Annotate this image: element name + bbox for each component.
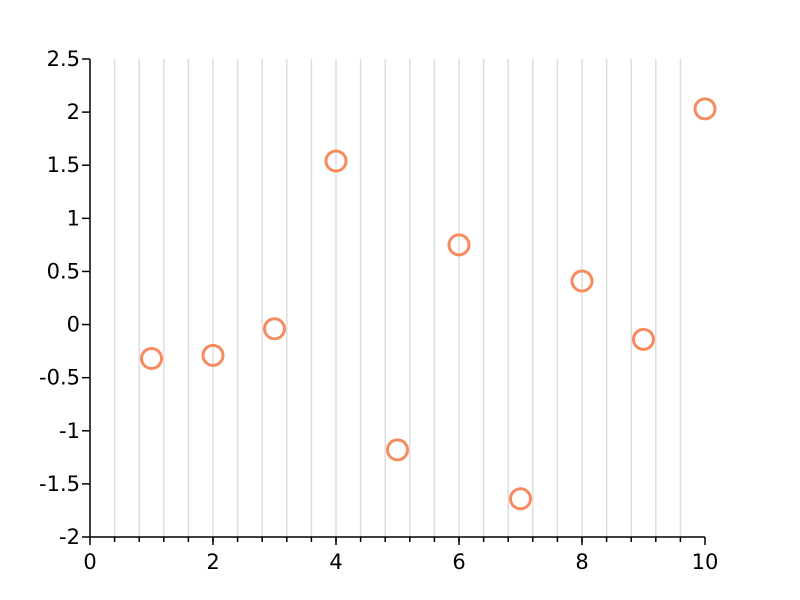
data-point [570,269,594,293]
data-points [140,97,717,511]
x-tick-label: 10 [692,550,719,574]
y-tick-label: -2 [59,525,80,549]
y-tick-label: 1 [67,206,80,230]
y-axis-ticks: -2 -1.5 -1 -0.5 0 0.5 1 1.5 2 2.5 [39,47,90,549]
data-point [693,97,717,121]
data-point [632,327,655,351]
y-tick-label: -0.5 [39,366,80,390]
x-axis-ticks: 0 2 4 6 8 10 [83,537,718,574]
x-tick-label: 4 [329,550,342,574]
data-point [447,233,471,257]
y-tick-label: 2 [67,100,80,124]
grid [113,59,682,537]
data-point [509,487,532,511]
y-tick-label: -1.5 [39,472,80,496]
y-tick-label: 2.5 [47,47,80,71]
x-tick-label: 6 [452,550,465,574]
data-point [324,149,348,173]
data-point [201,343,225,367]
x-tick-label: 8 [575,550,588,574]
x-tick-label: 0 [83,550,96,574]
y-tick-label: 1.5 [47,153,80,177]
axes [89,59,705,538]
data-point [386,438,409,462]
y-tick-label: 0 [67,313,80,337]
data-point [263,317,286,341]
y-tick-label: 0.5 [47,259,80,283]
x-tick-label: 2 [206,550,219,574]
y-tick-label: -1 [59,419,80,443]
data-point [140,347,163,371]
